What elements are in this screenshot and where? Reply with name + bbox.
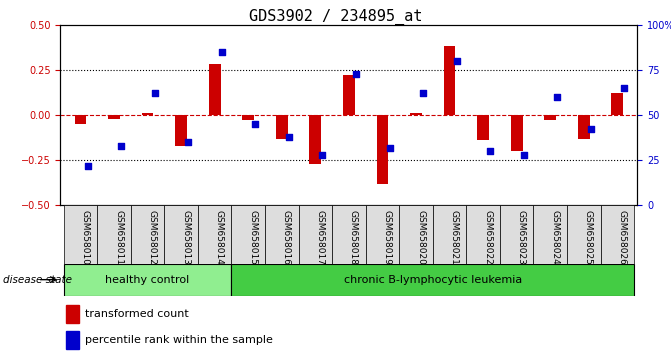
Bar [309, 115, 321, 164]
Point [350, 71, 361, 76]
Point [417, 91, 428, 96]
Bar [399, 205, 433, 264]
Point [283, 134, 294, 139]
Bar [231, 264, 634, 296]
Bar [265, 205, 299, 264]
Point [250, 121, 260, 127]
Text: chronic B-lymphocytic leukemia: chronic B-lymphocytic leukemia [344, 275, 522, 285]
Bar [74, 115, 87, 124]
Bar [410, 113, 422, 115]
Text: GSM658013: GSM658013 [181, 210, 190, 265]
Text: healthy control: healthy control [105, 275, 190, 285]
Point [518, 152, 529, 158]
Bar [533, 205, 567, 264]
Bar [578, 115, 590, 138]
Text: GSM658017: GSM658017 [315, 210, 324, 265]
Bar [242, 115, 254, 120]
Text: GSM658010: GSM658010 [81, 210, 89, 265]
Text: GSM658024: GSM658024 [550, 210, 559, 265]
Text: GSM658011: GSM658011 [114, 210, 123, 265]
Bar [611, 93, 623, 115]
Bar [332, 205, 366, 264]
Bar [64, 264, 231, 296]
Bar [164, 205, 198, 264]
Point [183, 139, 193, 145]
Bar [97, 205, 131, 264]
Bar [376, 115, 389, 184]
Point [149, 91, 160, 96]
Text: GSM658012: GSM658012 [148, 210, 156, 265]
Text: GSM658020: GSM658020 [416, 210, 425, 265]
Point [317, 152, 327, 158]
Point [552, 94, 562, 100]
Bar [66, 305, 79, 323]
Text: GSM658021: GSM658021 [450, 210, 458, 265]
Point [115, 143, 126, 149]
Text: GSM658018: GSM658018 [349, 210, 358, 265]
Bar [466, 205, 500, 264]
Bar [343, 75, 355, 115]
Bar [511, 115, 523, 151]
Point [619, 85, 629, 91]
Text: GSM658019: GSM658019 [382, 210, 391, 265]
Bar [299, 205, 332, 264]
Text: GSM658016: GSM658016 [282, 210, 291, 265]
Text: GSM658014: GSM658014 [215, 210, 223, 265]
Point [484, 148, 495, 154]
Text: GSM658022: GSM658022 [483, 210, 492, 265]
Bar [142, 113, 154, 115]
Bar [366, 205, 399, 264]
Bar [198, 205, 231, 264]
Bar [131, 205, 164, 264]
Bar [444, 46, 456, 115]
Bar [276, 115, 288, 138]
Bar [64, 205, 97, 264]
Text: GSM658025: GSM658025 [584, 210, 592, 265]
Bar [231, 205, 265, 264]
Text: GSM658026: GSM658026 [617, 210, 626, 265]
Point [451, 58, 462, 64]
Bar [544, 115, 556, 120]
Bar [66, 331, 79, 349]
Text: disease state: disease state [3, 275, 72, 285]
Text: transformed count: transformed count [85, 309, 189, 319]
Bar [477, 115, 489, 140]
Text: GSM658015: GSM658015 [248, 210, 257, 265]
Bar [567, 205, 601, 264]
Text: GDS3902 / 234895_at: GDS3902 / 234895_at [249, 9, 422, 25]
Bar [175, 115, 187, 146]
Point [384, 145, 395, 150]
Bar [209, 64, 221, 115]
Bar [500, 205, 533, 264]
Bar [601, 205, 634, 264]
Text: GSM658023: GSM658023 [517, 210, 525, 265]
Bar [433, 205, 466, 264]
Point [585, 127, 596, 132]
Point [82, 163, 93, 169]
Text: percentile rank within the sample: percentile rank within the sample [85, 335, 272, 346]
Point [216, 49, 227, 55]
Bar [108, 115, 120, 119]
